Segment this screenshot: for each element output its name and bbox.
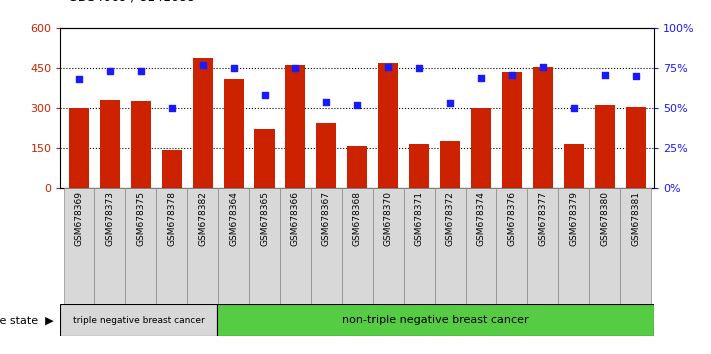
Text: disease state  ▶: disease state ▶: [0, 315, 53, 325]
Point: [475, 75, 486, 81]
Bar: [217, 304, 654, 336]
Text: GSM678371: GSM678371: [415, 191, 424, 246]
Point: [73, 76, 85, 82]
Bar: [409, 144, 429, 188]
Text: GSM678368: GSM678368: [353, 191, 362, 246]
Bar: [564, 144, 584, 188]
Bar: [594, 105, 615, 188]
FancyBboxPatch shape: [218, 188, 249, 304]
Text: GSM678369: GSM678369: [75, 191, 83, 246]
Text: GSM678364: GSM678364: [229, 191, 238, 246]
FancyBboxPatch shape: [558, 188, 589, 304]
FancyBboxPatch shape: [620, 188, 651, 304]
FancyBboxPatch shape: [311, 188, 342, 304]
FancyBboxPatch shape: [496, 188, 528, 304]
Point: [135, 69, 146, 74]
Bar: [440, 141, 460, 188]
FancyBboxPatch shape: [342, 188, 373, 304]
Point: [105, 69, 116, 74]
Point: [630, 73, 641, 79]
Text: GSM678373: GSM678373: [105, 191, 114, 246]
Text: GSM678382: GSM678382: [198, 191, 207, 246]
FancyBboxPatch shape: [528, 188, 558, 304]
Bar: [533, 67, 553, 188]
Bar: [255, 129, 274, 188]
Text: GSM678372: GSM678372: [446, 191, 454, 246]
Bar: [69, 108, 89, 188]
Text: GSM678380: GSM678380: [600, 191, 609, 246]
Text: GSM678381: GSM678381: [631, 191, 640, 246]
Bar: [223, 79, 244, 188]
Text: non-triple negative breast cancer: non-triple negative breast cancer: [342, 315, 529, 325]
FancyBboxPatch shape: [434, 188, 466, 304]
Bar: [193, 58, 213, 188]
FancyBboxPatch shape: [187, 188, 218, 304]
Text: GDS4069 / 8141688: GDS4069 / 8141688: [68, 0, 194, 4]
Point: [444, 101, 456, 106]
Bar: [471, 108, 491, 188]
Point: [197, 62, 208, 68]
FancyBboxPatch shape: [125, 188, 156, 304]
Point: [413, 65, 424, 71]
Text: triple negative breast cancer: triple negative breast cancer: [73, 316, 205, 325]
Bar: [60, 304, 217, 336]
Point: [259, 92, 270, 98]
Text: GSM678374: GSM678374: [476, 191, 486, 246]
Bar: [285, 65, 306, 188]
Point: [290, 65, 301, 71]
Bar: [626, 107, 646, 188]
FancyBboxPatch shape: [95, 188, 125, 304]
Point: [568, 105, 579, 111]
Text: GSM678375: GSM678375: [137, 191, 145, 246]
Point: [166, 105, 178, 111]
FancyBboxPatch shape: [63, 188, 95, 304]
FancyBboxPatch shape: [404, 188, 434, 304]
FancyBboxPatch shape: [249, 188, 280, 304]
FancyBboxPatch shape: [373, 188, 404, 304]
Text: GSM678378: GSM678378: [167, 191, 176, 246]
Point: [506, 72, 518, 78]
Bar: [100, 100, 120, 188]
Point: [537, 64, 548, 69]
FancyBboxPatch shape: [156, 188, 187, 304]
Text: GSM678379: GSM678379: [570, 191, 578, 246]
Text: GSM678377: GSM678377: [538, 191, 547, 246]
Point: [351, 102, 363, 108]
Bar: [161, 150, 182, 188]
Text: GSM678376: GSM678376: [508, 191, 516, 246]
Text: GSM678370: GSM678370: [384, 191, 392, 246]
FancyBboxPatch shape: [466, 188, 496, 304]
Bar: [502, 72, 522, 188]
Point: [228, 65, 240, 71]
FancyBboxPatch shape: [280, 188, 311, 304]
Bar: [378, 63, 398, 188]
Text: GSM678366: GSM678366: [291, 191, 300, 246]
Text: GSM678365: GSM678365: [260, 191, 269, 246]
Bar: [347, 147, 368, 188]
Point: [383, 64, 394, 69]
FancyBboxPatch shape: [589, 188, 620, 304]
Bar: [131, 101, 151, 188]
Point: [321, 99, 332, 104]
Point: [599, 72, 610, 78]
Bar: [316, 122, 336, 188]
Text: GSM678367: GSM678367: [322, 191, 331, 246]
